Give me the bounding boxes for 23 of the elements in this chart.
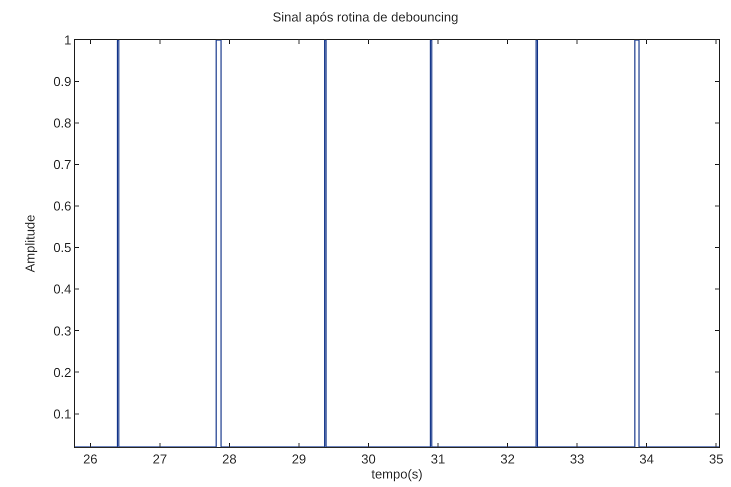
y-tick-label: 0.3	[53, 323, 72, 338]
y-tick-label: 0.1	[53, 406, 72, 422]
x-tick-label: 27	[152, 452, 168, 467]
y-tick-label: 0.6	[53, 198, 72, 214]
x-tick-label: 26	[83, 452, 98, 467]
x-tick-label: 31	[430, 452, 446, 467]
x-axis-title: tempo(s)	[371, 466, 423, 482]
y-tick-label: 0.7	[53, 157, 72, 172]
x-tick-label: 34	[639, 452, 654, 467]
y-tick-label: 0.8	[53, 116, 72, 131]
chart-title: Sinal após rotina de debouncing	[272, 9, 458, 24]
x-tick-label: 28	[222, 452, 237, 467]
y-tick-label: 0.9	[53, 74, 72, 90]
x-tick-label: 32	[500, 452, 515, 467]
x-tick-label: 30	[361, 452, 376, 467]
y-tick-label: 0.4	[53, 282, 72, 297]
x-tick-label: 33	[570, 452, 584, 467]
y-tick-label: 0.5	[53, 240, 72, 256]
y-tick-label: 0.2	[53, 364, 72, 380]
x-tick-label: 29	[292, 452, 306, 467]
y-tick-label: 1	[64, 32, 72, 48]
x-tick-label: 35	[708, 452, 724, 467]
y-axis-title: Amplitude	[22, 214, 38, 272]
